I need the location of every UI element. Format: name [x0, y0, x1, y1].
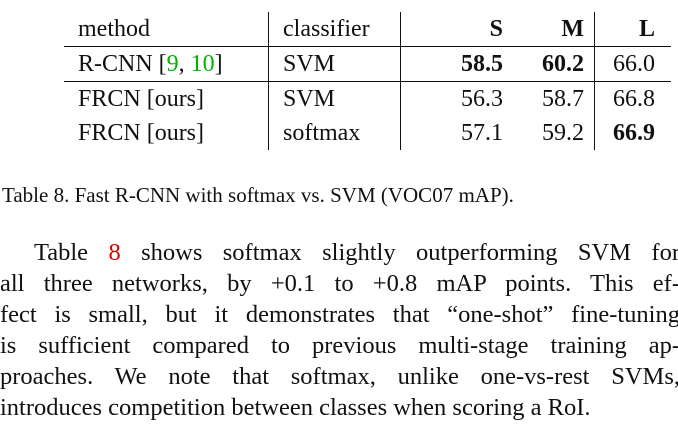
table-row: FRCN [ours] softmax 57.1 59.2 66.9 [64, 116, 671, 150]
header-m: M [513, 12, 595, 47]
cell-l: 66.0 [594, 46, 671, 82]
header-s: S [400, 12, 513, 47]
paragraph-text: Table [34, 239, 109, 266]
paragraph-line: proaches. We note that softmax, unlike o… [0, 363, 678, 390]
cell-m: 60.2 [513, 46, 595, 82]
paragraph-text: shows softmax slightly outperforming SVM… [120, 239, 678, 266]
cell-method: FRCN [ours] [78, 120, 205, 146]
header-classifier: classifier [268, 12, 401, 47]
cell-method: R-CNN [9, 10] [64, 46, 269, 82]
table-header-row: method classifier S M L [64, 12, 671, 47]
cell-s: 56.3 [400, 81, 513, 116]
cell-m: 59.2 [542, 120, 584, 146]
citation-link[interactable]: 10 [190, 51, 215, 77]
cell-l: 66.9 [594, 116, 671, 150]
table-row: R-CNN [9, 10] SVM 58.5 60.2 66.0 [64, 46, 671, 82]
cell-classifier: SVM [268, 81, 401, 116]
cell-s: 58.5 [400, 46, 513, 82]
header-method: method [64, 12, 269, 47]
cell-m: 58.7 [542, 86, 584, 112]
method-text: R-CNN [ [78, 51, 167, 77]
cell-s: 57.1 [400, 116, 513, 150]
paragraph-line: is sufficient compared to previous multi… [0, 332, 678, 359]
paragraph-line: introduces competition between classes w… [0, 394, 591, 421]
body-paragraph: Table 8 shows softmax slightly outperfor… [0, 237, 678, 423]
paragraph-line: all three networks, by +0.1 to +0.8 mAP … [0, 270, 678, 297]
cell-l: 66.8 [594, 81, 671, 116]
citation-link[interactable]: 9 [166, 51, 179, 77]
cell-classifier: SVM [268, 46, 401, 82]
cell-classifier: softmax [268, 116, 401, 150]
citation-separator: , [178, 51, 191, 77]
results-table: method classifier S M L R-CNN [9, 10] SV… [64, 12, 671, 150]
paragraph-line: Table 8 shows softmax slightly outperfor… [0, 237, 678, 268]
table-caption: Table 8. Fast R-CNN with softmax vs. SVM… [2, 183, 514, 207]
paragraph-line: fect is small, but it demonstrates that … [0, 301, 678, 328]
cell-method: FRCN [ours] [78, 86, 205, 112]
citation-close: ] [214, 51, 223, 77]
table-row: FRCN [ours] SVM 56.3 58.7 66.8 [64, 81, 671, 116]
table-reference-link[interactable]: 8 [108, 239, 121, 266]
header-l: L [594, 12, 671, 47]
